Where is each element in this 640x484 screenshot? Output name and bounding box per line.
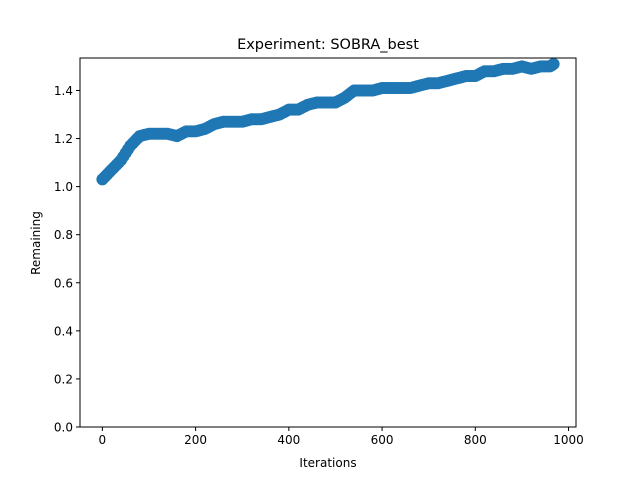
y-tick-label: 0.6 xyxy=(54,276,73,290)
y-tick-label: 0.0 xyxy=(54,421,73,435)
x-tick-label: 800 xyxy=(464,433,487,447)
y-tick-label: 1.4 xyxy=(54,84,73,98)
y-tick-label: 0.2 xyxy=(54,372,73,386)
x-tick-label: 200 xyxy=(184,433,207,447)
data-point xyxy=(547,58,560,71)
y-tick-label: 1.2 xyxy=(54,132,73,146)
x-tick-label: 600 xyxy=(371,433,394,447)
x-axis-label: Iterations xyxy=(299,456,356,470)
plot-frame xyxy=(79,57,577,428)
y-tick-label: 0.8 xyxy=(54,228,73,242)
chart-title: Experiment: SOBRA_best xyxy=(237,37,419,53)
x-tick-label: 400 xyxy=(277,433,300,447)
x-tick-label: 0 xyxy=(99,433,107,447)
y-tick-label: 0.4 xyxy=(54,324,73,338)
x-axis: 0 200 400 600 800 1000 xyxy=(99,427,584,447)
y-axis-label: Remaining xyxy=(29,211,43,275)
scatter-points xyxy=(96,58,560,186)
y-axis: 0.0 0.2 0.4 0.6 0.8 1.0 1.2 1.4 xyxy=(54,84,80,435)
x-tick-label: 1000 xyxy=(553,433,584,447)
y-tick-label: 1.0 xyxy=(54,180,73,194)
